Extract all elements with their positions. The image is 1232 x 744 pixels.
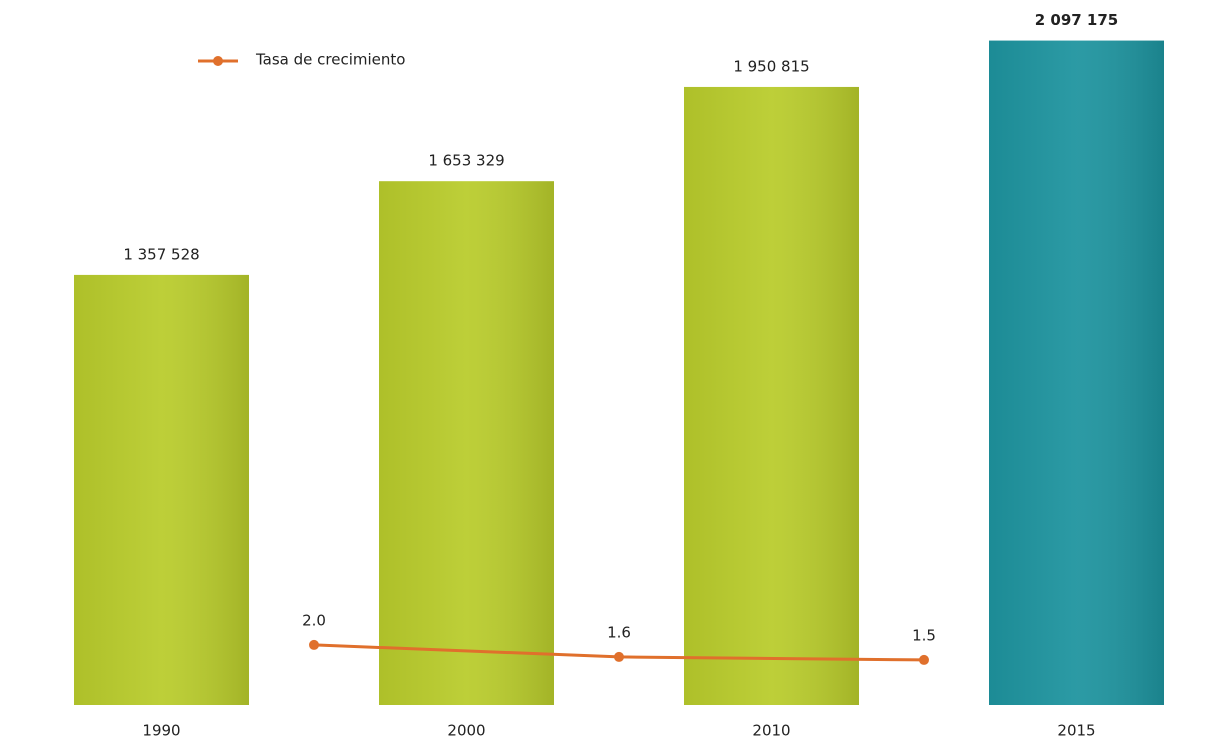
bar-shade — [989, 40, 1164, 705]
x-tick-label: 2000 — [447, 722, 485, 740]
point — [919, 654, 929, 665]
value-label: 1 950 815 — [733, 57, 809, 75]
x-tick-label: 2010 — [752, 722, 790, 740]
value-label: 1 653 329 — [428, 152, 504, 170]
value-label: 2.0 — [302, 611, 326, 629]
bar-shade — [74, 274, 249, 705]
value-label: 1 357 528 — [123, 245, 199, 263]
value-label: 1.6 — [607, 623, 631, 641]
bar-shade — [379, 181, 554, 705]
value-label: 2 097 175 — [1035, 11, 1119, 29]
legend-marker — [213, 56, 223, 66]
legend-label: Tasa de crecimiento — [255, 51, 405, 69]
value-label: 1.5 — [912, 626, 936, 644]
bar-shade — [684, 86, 859, 705]
x-tick-label: 2015 — [1057, 722, 1095, 740]
point — [309, 639, 319, 650]
point — [614, 651, 624, 662]
x-tick-label: 1990 — [142, 722, 180, 740]
